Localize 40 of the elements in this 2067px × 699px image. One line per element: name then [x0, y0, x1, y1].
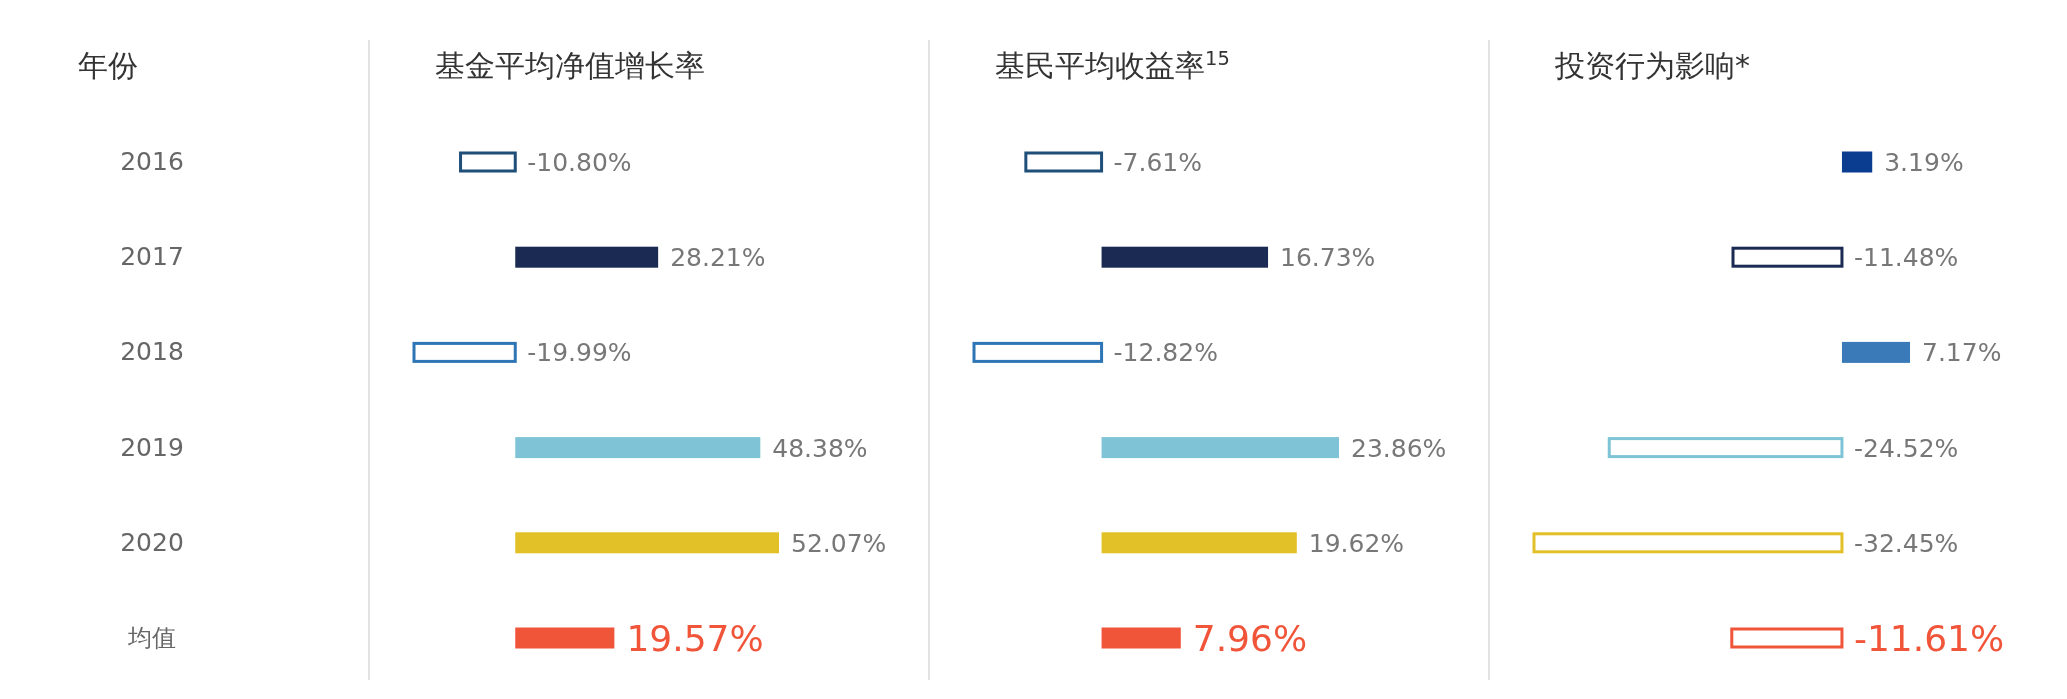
y-tick-label: 均值 [127, 624, 176, 652]
data-label: 52.07% [791, 528, 887, 558]
data-label: 19.62% [1308, 528, 1405, 558]
data-label: -12.82% [1113, 338, 1218, 368]
data-label: -19.99% [527, 338, 632, 368]
y-tick-label: 2018 [120, 337, 184, 367]
data-label: 28.21% [670, 243, 766, 273]
chart-title: 基金平均净值增长率 [435, 48, 705, 83]
data-label: 48.38% [772, 433, 868, 463]
data-label: -11.48% [1853, 243, 1959, 273]
bar [515, 532, 779, 554]
data-label: 3.19% [1884, 148, 1964, 177]
y-tick-label: 2019 [120, 432, 184, 462]
bar [1101, 532, 1297, 554]
data-label: 7.17% [1922, 338, 2002, 368]
bar [1024, 151, 1104, 173]
bar [412, 341, 517, 363]
data-label: -7.61% [1113, 148, 1203, 177]
data-label: -11.61% [1853, 618, 2005, 659]
bar [459, 151, 517, 173]
y-axis-title: 年份 [78, 48, 138, 83]
data-label: 7.96% [1192, 618, 1308, 659]
chart-title: 基民平均收益率$^{15}$ [995, 46, 1230, 83]
data-label: 16.73% [1280, 243, 1376, 273]
y-tick-label: 2017 [120, 242, 184, 272]
data-label: 19.57% [626, 618, 764, 659]
data-label: -10.80% [527, 148, 632, 177]
chart-title: 投资行为影响* [1554, 48, 1750, 83]
bar [515, 437, 761, 459]
y-tick-label: 2020 [120, 527, 184, 557]
bar [515, 627, 615, 649]
bar [515, 246, 659, 268]
bar [1101, 627, 1181, 649]
bar [1101, 246, 1269, 268]
data-label: -24.52% [1853, 433, 1959, 463]
bar [972, 341, 1104, 363]
data-label: -32.45% [1853, 528, 1959, 558]
bar [1101, 437, 1339, 459]
y-tick-label: 2016 [120, 147, 184, 176]
data-label: 23.86% [1351, 433, 1447, 463]
